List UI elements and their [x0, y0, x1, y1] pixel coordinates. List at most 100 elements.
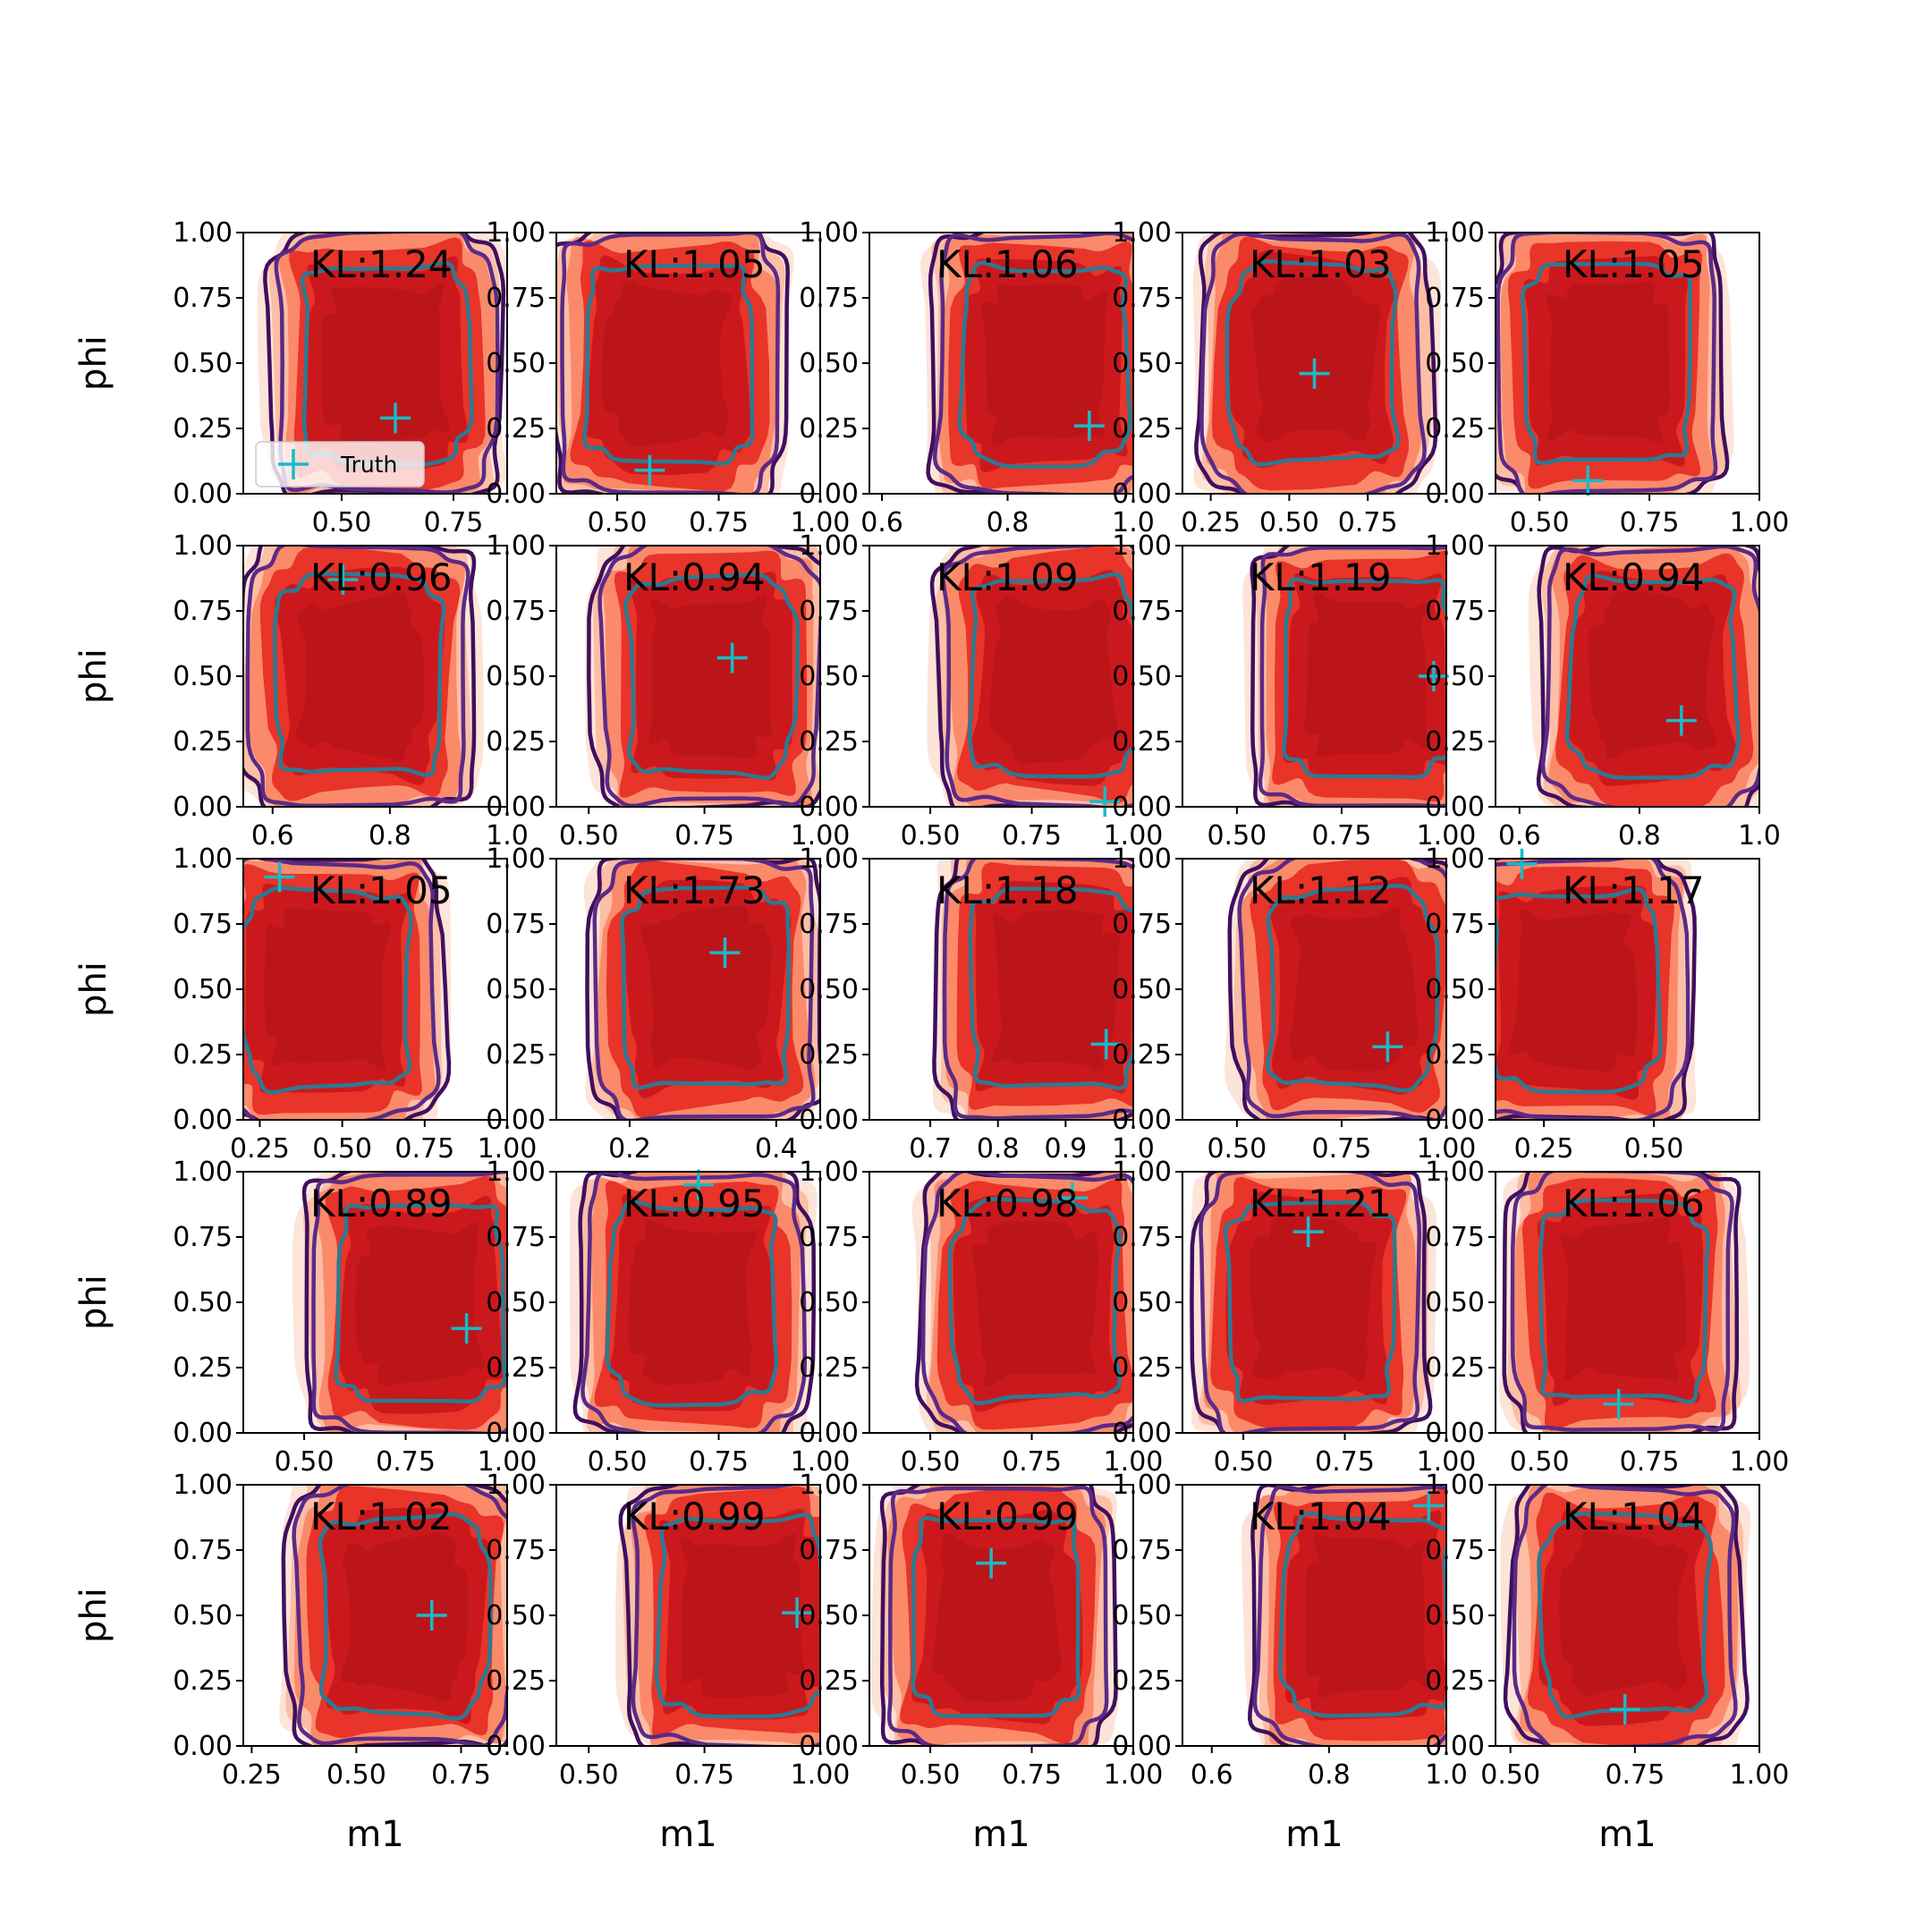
x-axis-label: m1 — [659, 1814, 716, 1855]
inner-contour — [1278, 1511, 1446, 1718]
legend-label: Truth — [340, 452, 397, 478]
x-tick-label: 0.7 — [909, 1133, 952, 1165]
kl-annotation: KL:0.99 — [936, 1495, 1079, 1538]
density-level-6 — [1559, 1530, 1688, 1697]
x-tick-label: 1.00 — [1104, 820, 1164, 852]
density-level-6 — [1546, 280, 1670, 444]
y-tick-label: 0.00 — [1112, 1418, 1172, 1449]
y-tick-label: 0.25 — [1425, 726, 1485, 758]
density-fill — [243, 859, 452, 1120]
x-tick-label: 0.75 — [376, 1446, 436, 1478]
x-tick-label: 0.75 — [1620, 507, 1680, 538]
x-tick-label: 0.6 — [860, 507, 903, 538]
truth-marker — [1299, 358, 1330, 389]
contours — [1194, 233, 1438, 494]
kl-annotation: KL:1.05 — [623, 242, 766, 286]
x-tick-label: 0.4 — [755, 1133, 798, 1165]
x-tick-label: 0.50 — [588, 1446, 648, 1478]
y-tick-label: 0.50 — [1112, 661, 1172, 692]
x-tick-label: 1.00 — [1730, 507, 1790, 538]
x-tick-label: 0.25 — [1181, 507, 1241, 538]
truth-marker — [380, 402, 411, 434]
outer-contour — [301, 1172, 361, 1433]
outer-contour — [929, 546, 1133, 807]
y-tick-label: 0.50 — [1112, 1600, 1172, 1631]
y-tick-label: 0.25 — [1112, 413, 1172, 445]
mid-contour — [245, 546, 470, 807]
truth-marker — [1413, 1490, 1445, 1521]
kl-annotation: KL:1.24 — [310, 242, 453, 286]
panel-12: 0.00 0.25 0.50 0.75 1.00 0.2 0.4 KL:1.73 — [486, 843, 821, 1165]
kl-annotation: KL:1.19 — [1250, 555, 1392, 599]
x-tick-label: 0.50 — [901, 1446, 961, 1478]
x-tick-label: 0.50 — [312, 507, 372, 538]
y-tick-label: 0.50 — [486, 348, 546, 379]
y-tick-label: 1.00 — [1112, 1157, 1172, 1188]
kl-annotation: KL:1.04 — [1250, 1495, 1392, 1538]
y-tick-label: 0.50 — [799, 348, 859, 379]
x-tick-label: 0.8 — [1618, 820, 1661, 852]
inner-contour — [1564, 573, 1741, 780]
x-tick-label: 0.8 — [977, 1133, 1020, 1165]
mid-contour — [597, 546, 820, 807]
x-tick-label: 0.25 — [1514, 1133, 1574, 1165]
y-tick-label: 1.00 — [1425, 1157, 1485, 1188]
y-tick-label: 0.00 — [1112, 792, 1172, 823]
panel-1: 0.00 0.25 0.50 0.75 1.00 0.50 0.75 KL:1.24 phi Tr… — [73, 217, 508, 538]
panel-8: 0.00 0.25 0.50 0.75 1.00 0.50 0.75 1.00 KL:1.09 — [799, 530, 1164, 852]
panel-17: 0.00 0.25 0.50 0.75 1.00 0.50 0.75 1.00 KL:0.95 — [486, 1157, 850, 1478]
density-level-6 — [648, 595, 772, 759]
mid-contour — [887, 1485, 1109, 1746]
contours — [1502, 1172, 1741, 1433]
y-tick-label: 0.00 — [1112, 479, 1172, 510]
x-axis-label: m1 — [972, 1814, 1030, 1855]
density-level-6 — [628, 1219, 758, 1385]
contours — [914, 1172, 1133, 1433]
y-tick-label: 1.00 — [1112, 1470, 1172, 1501]
y-tick-label: 0.50 — [173, 661, 233, 692]
outer-contour — [243, 859, 452, 1120]
mid-contour — [274, 233, 500, 494]
outer-contour — [1496, 233, 1730, 494]
kl-annotation: KL:1.12 — [1250, 869, 1392, 912]
y-tick-label: 0.00 — [1425, 479, 1485, 510]
contours — [243, 859, 452, 1120]
panel-23: 0.00 0.25 0.50 0.75 1.00 0.50 0.75 1.00 KL:0.99 m… — [799, 1470, 1163, 1855]
truth-marker — [416, 1600, 447, 1631]
contours — [932, 859, 1133, 1120]
y-tick-label: 1.00 — [173, 217, 233, 249]
density-fill — [1190, 1172, 1436, 1433]
x-tick-label: 0.75 — [1312, 820, 1372, 852]
mid-contour — [1512, 1485, 1738, 1746]
outer-contour — [1536, 546, 1759, 807]
y-tick-label: 0.50 — [173, 348, 233, 379]
contours — [585, 859, 820, 1120]
mid-contour — [243, 859, 441, 1120]
y-tick-label: 0.75 — [1112, 1222, 1172, 1253]
inner-contour — [967, 572, 1133, 779]
y-tick-label: 0.00 — [1425, 792, 1485, 823]
y-tick-label: 1.00 — [1425, 1470, 1485, 1501]
outer-contour — [618, 1485, 781, 1746]
mid-contour — [592, 859, 816, 1120]
x-tick-label: 0.50 — [901, 820, 961, 852]
y-tick-label: 1.00 — [173, 843, 233, 875]
inner-contour — [1282, 577, 1446, 780]
y-tick-label: 0.75 — [173, 283, 233, 314]
outer-contour — [1503, 1485, 1750, 1746]
x-tick-label: 0.50 — [1259, 507, 1319, 538]
contours — [929, 546, 1133, 807]
panel-11: 0.000.250.500.751.000.25 0.50 0.75 1.00KL:1… — [73, 843, 537, 1165]
y-tick-label: 0.75 — [173, 596, 233, 627]
density-fill — [584, 546, 820, 807]
y-tick-label: 0.25 — [173, 1352, 233, 1384]
y-tick-label: 0.75 — [486, 1222, 546, 1253]
inner-contour — [582, 263, 755, 466]
y-tick-label: 0.75 — [799, 283, 859, 314]
kl-annotation: KL:1.03 — [1250, 242, 1392, 286]
y-tick-label: 1.00 — [486, 217, 546, 249]
mid-contour — [1199, 1172, 1422, 1433]
y-tick-label: 0.75 — [486, 283, 546, 314]
density-fill — [1224, 859, 1446, 1120]
